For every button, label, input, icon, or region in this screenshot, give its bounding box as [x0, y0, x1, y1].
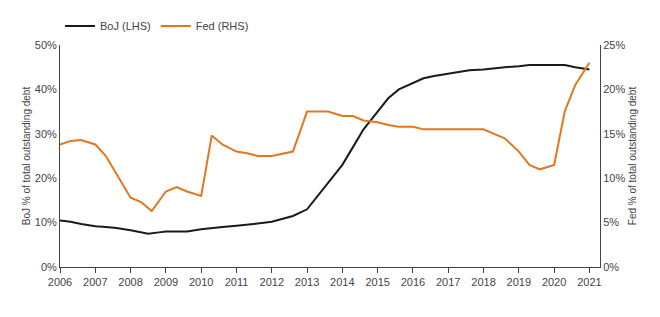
svg-text:10%: 10% [603, 172, 625, 184]
svg-text:2021: 2021 [577, 276, 601, 288]
svg-text:BoJ % of total outstanding deb: BoJ % of total outstanding debt [21, 87, 32, 226]
svg-text:50%: 50% [35, 39, 57, 51]
svg-text:2011: 2011 [225, 276, 249, 288]
svg-text:2018: 2018 [471, 276, 495, 288]
svg-text:Fed (RHS): Fed (RHS) [196, 20, 249, 32]
svg-text:0%: 0% [603, 261, 619, 273]
svg-text:2010: 2010 [189, 276, 213, 288]
svg-text:2007: 2007 [83, 276, 107, 288]
svg-text:2009: 2009 [154, 276, 178, 288]
svg-text:20%: 20% [35, 172, 57, 184]
svg-text:10%: 10% [35, 216, 57, 228]
svg-text:2013: 2013 [295, 276, 319, 288]
svg-text:0%: 0% [41, 261, 57, 273]
svg-text:2012: 2012 [260, 276, 284, 288]
svg-text:BoJ (LHS): BoJ (LHS) [100, 20, 151, 32]
svg-text:2020: 2020 [542, 276, 566, 288]
svg-text:2006: 2006 [48, 276, 72, 288]
svg-text:2017: 2017 [436, 276, 460, 288]
svg-text:2015: 2015 [365, 276, 389, 288]
svg-text:2008: 2008 [118, 276, 142, 288]
svg-text:2019: 2019 [507, 276, 531, 288]
svg-text:30%: 30% [35, 128, 57, 140]
svg-text:15%: 15% [603, 128, 625, 140]
svg-text:5%: 5% [603, 216, 619, 228]
svg-text:2016: 2016 [401, 276, 425, 288]
svg-text:25%: 25% [603, 39, 625, 51]
svg-text:Fed % of total outstanding deb: Fed % of total outstanding debt [627, 87, 638, 226]
svg-text:20%: 20% [603, 83, 625, 95]
svg-text:40%: 40% [35, 83, 57, 95]
svg-text:2014: 2014 [330, 276, 354, 288]
